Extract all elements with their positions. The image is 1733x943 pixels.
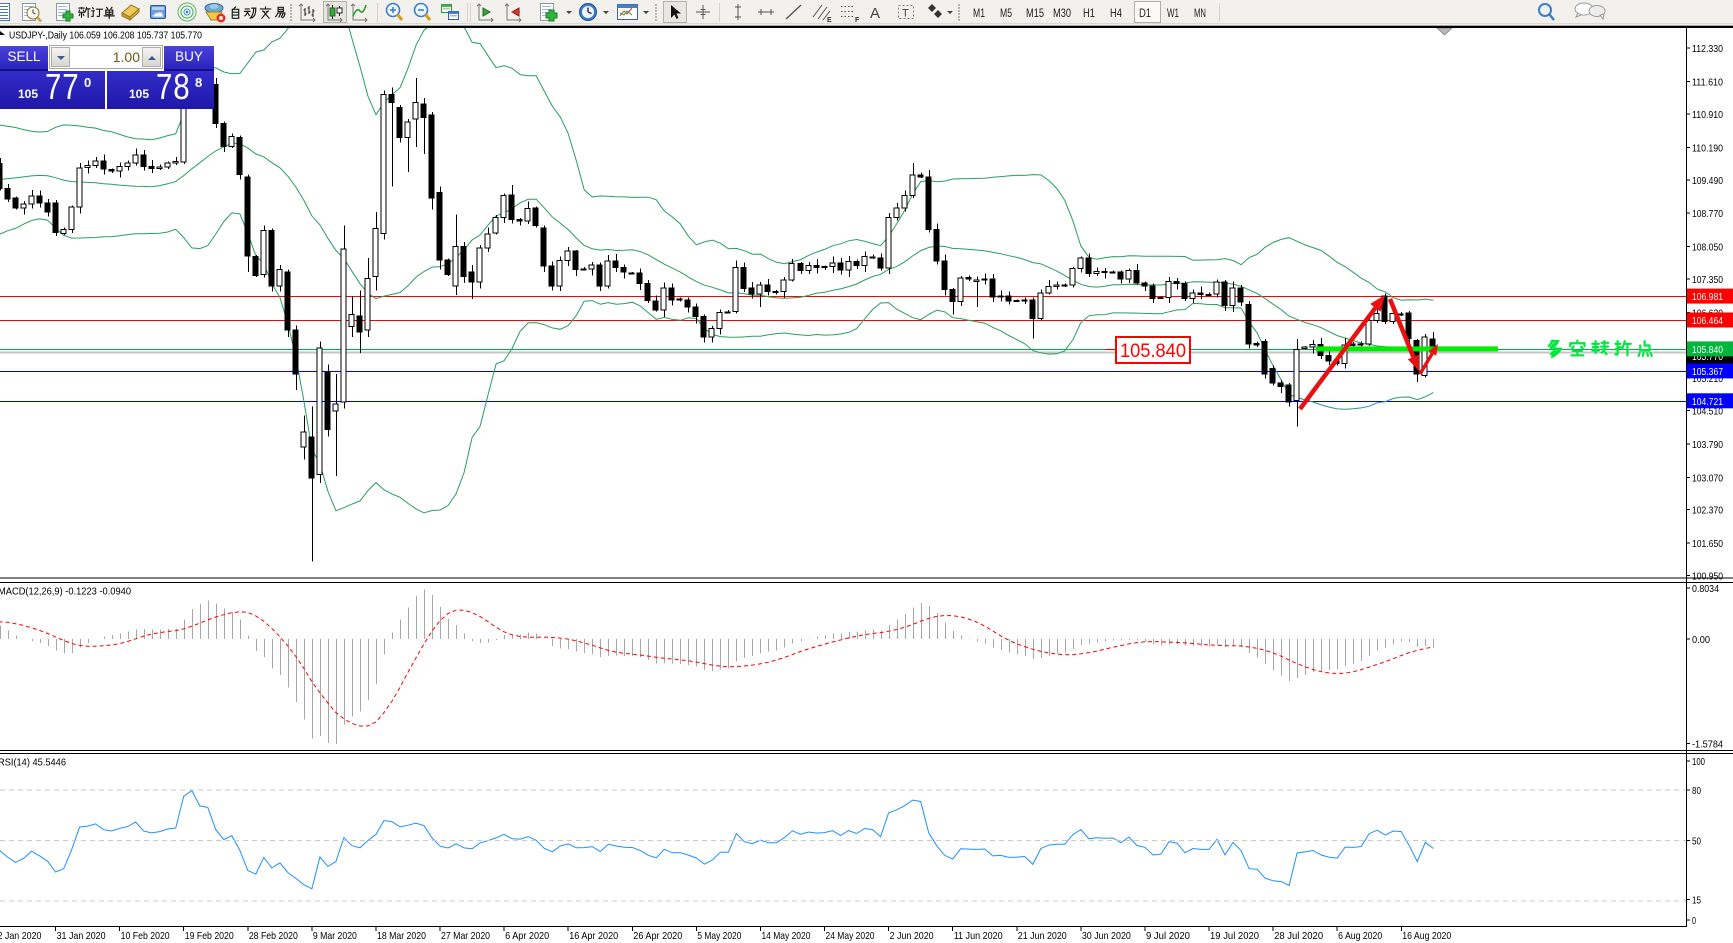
svg-text:MACD(12,26,9) -0.1223 -0.0940: MACD(12,26,9) -0.1223 -0.0940: [0, 586, 131, 598]
svg-text:109.490: 109.490: [1692, 175, 1723, 187]
svg-text:80: 80: [1692, 785, 1701, 797]
svg-text:D1: D1: [1139, 6, 1151, 20]
svg-text:28 Jul 2020: 28 Jul 2020: [1274, 930, 1323, 942]
svg-text:M30: M30: [1053, 6, 1071, 20]
svg-text:110.910: 110.910: [1692, 109, 1723, 121]
svg-text:H4: H4: [1110, 6, 1122, 20]
svg-text:100: 100: [1692, 756, 1705, 768]
svg-text:27 Mar 2020: 27 Mar 2020: [441, 930, 490, 942]
svg-text:105.840: 105.840: [1692, 344, 1723, 356]
svg-text:106.464: 106.464: [1692, 315, 1723, 327]
svg-text:E: E: [827, 17, 832, 24]
svg-text:H1: H1: [1083, 6, 1095, 20]
svg-text:22 Jan 2020: 22 Jan 2020: [0, 930, 42, 942]
svg-text:6 Aug 2020: 6 Aug 2020: [1338, 930, 1382, 942]
svg-text:103.790: 103.790: [1692, 439, 1723, 451]
svg-text:101.650: 101.650: [1692, 538, 1723, 550]
svg-text:A: A: [870, 5, 880, 22]
svg-text:15: 15: [1692, 895, 1701, 907]
svg-text:108.050: 108.050: [1692, 242, 1723, 254]
svg-text:103.070: 103.070: [1692, 472, 1723, 484]
svg-text:110.190: 110.190: [1692, 142, 1723, 154]
svg-text:112.330: 112.330: [1692, 43, 1723, 55]
svg-text:31 Jan 2020: 31 Jan 2020: [57, 930, 106, 942]
svg-text:9 Mar 2020: 9 Mar 2020: [313, 930, 357, 942]
svg-text:M5: M5: [1000, 6, 1012, 20]
svg-text:MN: MN: [1194, 6, 1206, 20]
svg-text:107.350: 107.350: [1692, 274, 1723, 286]
svg-text:102.370: 102.370: [1692, 505, 1723, 517]
svg-text:24 May 2020: 24 May 2020: [826, 930, 875, 942]
svg-text:10 Feb 2020: 10 Feb 2020: [121, 930, 170, 942]
svg-text:100.950: 100.950: [1692, 571, 1723, 583]
svg-text:5 May 2020: 5 May 2020: [697, 930, 741, 942]
svg-text:19 Jul 2020: 19 Jul 2020: [1210, 930, 1259, 942]
svg-text:104.721: 104.721: [1692, 396, 1723, 408]
svg-text:0.00: 0.00: [1692, 634, 1710, 646]
svg-text:108.770: 108.770: [1692, 208, 1723, 220]
svg-text:50: 50: [1692, 836, 1701, 848]
svg-text:T: T: [902, 8, 909, 20]
svg-text:0.8034: 0.8034: [1692, 583, 1719, 595]
svg-text:26 Apr 2020: 26 Apr 2020: [633, 930, 682, 942]
svg-text:19 Feb 2020: 19 Feb 2020: [185, 930, 234, 942]
svg-text:105.367: 105.367: [1692, 366, 1723, 378]
svg-text:106.981: 106.981: [1692, 291, 1723, 303]
svg-text:11 Jun 2020: 11 Jun 2020: [954, 930, 1003, 942]
svg-text:14 May 2020: 14 May 2020: [761, 930, 810, 942]
svg-text:16 Aug 2020: 16 Aug 2020: [1402, 930, 1451, 942]
svg-text:-1.5784: -1.5784: [1692, 739, 1723, 751]
svg-text:RSI(14) 45.5446: RSI(14) 45.5446: [0, 757, 66, 769]
svg-text:28 Feb 2020: 28 Feb 2020: [249, 930, 298, 942]
svg-text:M15: M15: [1026, 6, 1044, 20]
svg-text:W1: W1: [1167, 6, 1179, 20]
svg-text:30 Jun 2020: 30 Jun 2020: [1082, 930, 1131, 942]
svg-text:F: F: [855, 17, 860, 24]
svg-text:105.840: 105.840: [1120, 340, 1186, 362]
svg-text:111.610: 111.610: [1692, 77, 1723, 89]
svg-text:2 Jun 2020: 2 Jun 2020: [890, 930, 934, 942]
svg-text:USDJPY-,Daily 106.059 106.208: USDJPY-,Daily 106.059 106.208 105.737 10…: [9, 30, 202, 42]
svg-text:6 Apr 2020: 6 Apr 2020: [505, 930, 549, 942]
svg-text:104.510: 104.510: [1692, 406, 1723, 418]
svg-text:21 Jun 2020: 21 Jun 2020: [1018, 930, 1067, 942]
svg-text:16 Apr 2020: 16 Apr 2020: [569, 930, 618, 942]
svg-text:0: 0: [1692, 915, 1696, 927]
svg-text:M1: M1: [973, 6, 985, 20]
svg-text:18 Mar 2020: 18 Mar 2020: [377, 930, 426, 942]
svg-text:9 Jul 2020: 9 Jul 2020: [1146, 930, 1190, 942]
